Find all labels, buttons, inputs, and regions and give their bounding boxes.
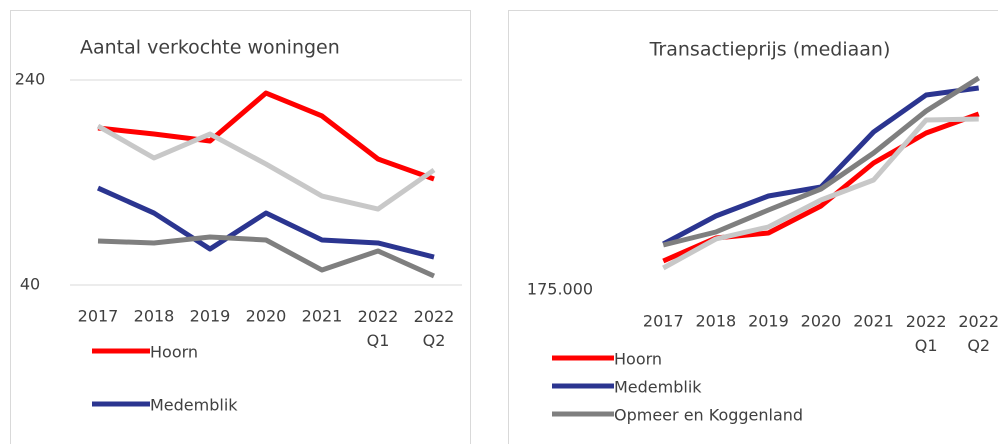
x-tick-label: 2021: [853, 312, 894, 331]
y-tick-label: 240: [15, 70, 46, 89]
legend-label: Hoorn: [150, 343, 198, 362]
x-tick-label: 2022 Q2: [958, 312, 998, 355]
chart-title: Aantal verkochte woningen: [80, 37, 340, 59]
legend-label: Opmeer en Koggenland: [614, 406, 803, 425]
series-line: [662, 116, 979, 271]
legend-label: Medemblik: [150, 396, 238, 415]
chart-title: Transactieprijs (mediaan): [649, 39, 891, 61]
legend-label: Medemblik: [614, 378, 702, 397]
x-tick-label: 2021: [302, 307, 343, 326]
x-tick-label: 2020: [246, 307, 287, 326]
x-tick-label: 2017: [78, 307, 119, 326]
series-line: [96, 185, 435, 260]
x-tick-label: 2019: [190, 307, 231, 326]
series-line: [97, 234, 436, 279]
series-line: [662, 75, 981, 248]
x-tick-label: 2022 Q2: [414, 307, 455, 350]
series-line: [96, 123, 436, 212]
y-tick-label: 40: [20, 275, 40, 294]
x-tick-label: 2022 Q1: [906, 312, 947, 355]
x-tick-label: 2018: [134, 307, 175, 326]
series-line: [97, 90, 435, 182]
x-tick-label: 2018: [695, 312, 736, 331]
y-tick-label: 175.000: [527, 280, 593, 299]
x-tick-label: 2019: [748, 312, 789, 331]
x-tick-label: 2017: [643, 312, 684, 331]
legend-label: Hoorn: [614, 350, 662, 369]
x-tick-label: 2020: [801, 312, 842, 331]
x-tick-label: 2022 Q1: [358, 307, 399, 350]
panel: [508, 10, 998, 444]
